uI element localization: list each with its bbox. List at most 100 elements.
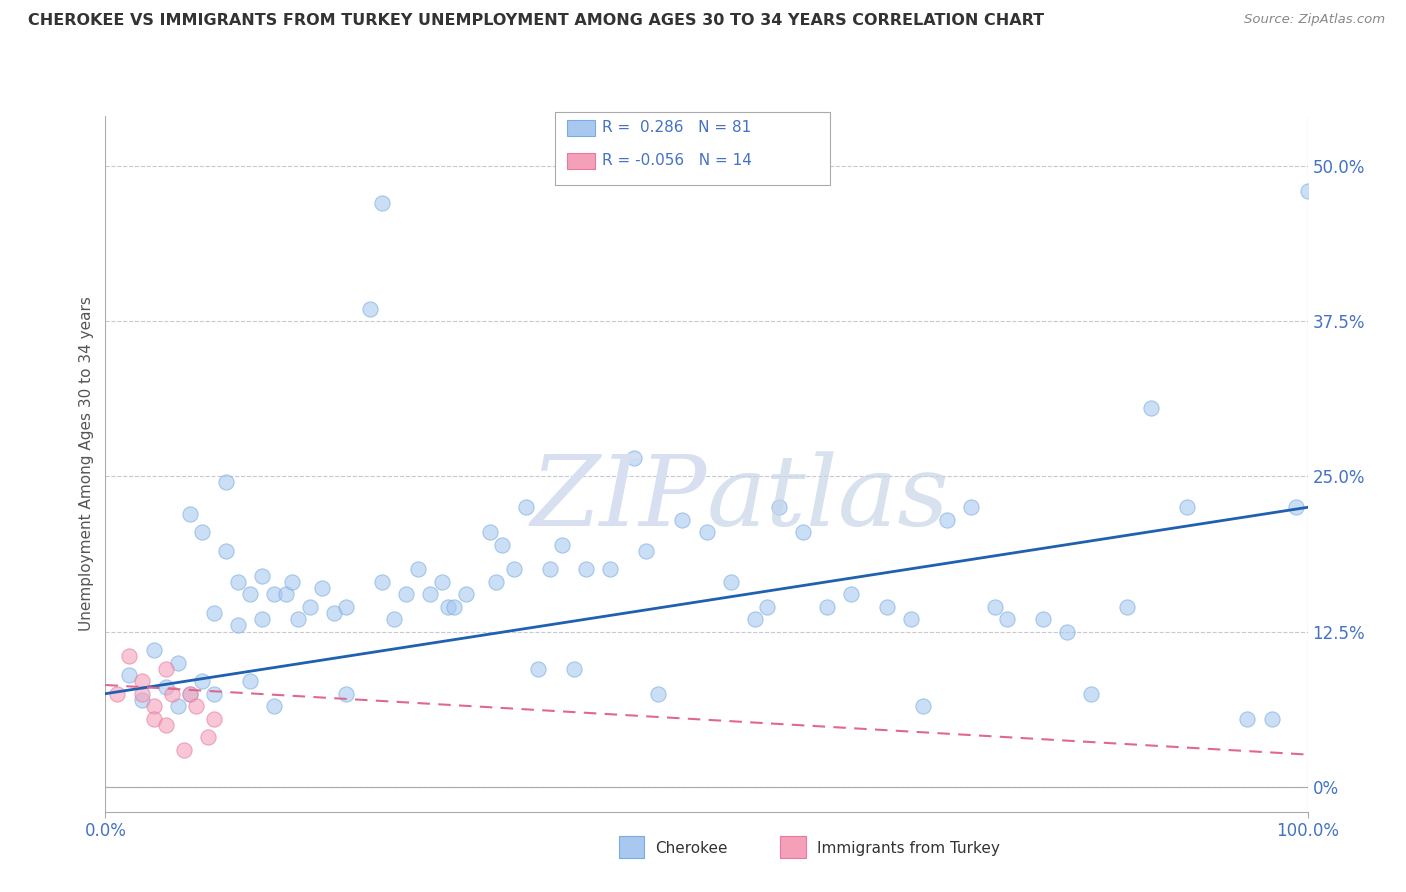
- Point: [214, 475, 236, 490]
- Point: [636, 543, 658, 558]
- Point: [1175, 500, 1198, 515]
- Point: [768, 500, 790, 515]
- Point: [876, 599, 898, 614]
- Point: [202, 606, 225, 620]
- Point: [911, 699, 934, 714]
- Point: [335, 599, 357, 614]
- Point: [936, 513, 959, 527]
- Text: atlas: atlas: [707, 451, 949, 546]
- Point: [155, 662, 177, 676]
- Point: [155, 681, 177, 695]
- Point: [599, 562, 621, 576]
- Point: [274, 587, 297, 601]
- Point: [263, 699, 285, 714]
- Point: [179, 687, 201, 701]
- Point: [202, 687, 225, 701]
- Point: [419, 587, 441, 601]
- Point: [744, 612, 766, 626]
- Point: [173, 742, 195, 756]
- Point: [142, 699, 165, 714]
- Point: [214, 543, 236, 558]
- Point: [562, 662, 585, 676]
- Point: [755, 599, 778, 614]
- Point: [250, 612, 273, 626]
- Point: [371, 574, 394, 589]
- Point: [443, 599, 465, 614]
- Point: [281, 574, 304, 589]
- Point: [250, 568, 273, 582]
- Point: [382, 612, 405, 626]
- Point: [131, 687, 153, 701]
- Point: [335, 687, 357, 701]
- Point: [815, 599, 838, 614]
- Point: [1140, 401, 1163, 415]
- Point: [287, 612, 309, 626]
- Point: [491, 538, 513, 552]
- Point: [839, 587, 862, 601]
- Point: [538, 562, 561, 576]
- Point: [371, 196, 394, 211]
- Point: [395, 587, 418, 601]
- Point: [118, 668, 141, 682]
- Point: [984, 599, 1007, 614]
- Point: [239, 587, 262, 601]
- Point: [1056, 624, 1078, 639]
- Point: [671, 513, 693, 527]
- Point: [623, 450, 645, 465]
- Text: R = -0.056   N = 14: R = -0.056 N = 14: [602, 153, 752, 168]
- Point: [263, 587, 285, 601]
- Point: [960, 500, 983, 515]
- Point: [131, 674, 153, 689]
- Text: Source: ZipAtlas.com: Source: ZipAtlas.com: [1244, 13, 1385, 27]
- Point: [479, 525, 502, 540]
- Point: [406, 562, 429, 576]
- Point: [179, 687, 201, 701]
- Point: [454, 587, 477, 601]
- Point: [142, 712, 165, 726]
- Point: [298, 599, 321, 614]
- Point: [1296, 184, 1319, 198]
- Point: [647, 687, 669, 701]
- Point: [190, 674, 212, 689]
- Point: [359, 301, 381, 316]
- Point: [311, 581, 333, 595]
- Point: [551, 538, 574, 552]
- Point: [239, 674, 262, 689]
- Point: [107, 687, 129, 701]
- Point: [118, 649, 141, 664]
- Point: [166, 656, 188, 670]
- Point: [1260, 712, 1282, 726]
- Point: [575, 562, 598, 576]
- Point: [202, 712, 225, 726]
- Point: [131, 693, 153, 707]
- Point: [166, 699, 188, 714]
- Text: CHEROKEE VS IMMIGRANTS FROM TURKEY UNEMPLOYMENT AMONG AGES 30 TO 34 YEARS CORREL: CHEROKEE VS IMMIGRANTS FROM TURKEY UNEMP…: [28, 13, 1045, 29]
- Text: R =  0.286   N = 81: R = 0.286 N = 81: [602, 120, 751, 135]
- Point: [792, 525, 814, 540]
- Point: [437, 599, 460, 614]
- Point: [1284, 500, 1306, 515]
- Point: [995, 612, 1018, 626]
- Point: [160, 687, 183, 701]
- Point: [503, 562, 526, 576]
- Point: [226, 618, 249, 632]
- Point: [1116, 599, 1139, 614]
- Point: [184, 699, 207, 714]
- Point: [179, 507, 201, 521]
- Point: [1032, 612, 1054, 626]
- Text: Cherokee: Cherokee: [655, 841, 728, 856]
- Point: [155, 717, 177, 731]
- Point: [322, 606, 344, 620]
- Text: ZIP: ZIP: [530, 451, 707, 546]
- Point: [430, 574, 453, 589]
- Point: [720, 574, 742, 589]
- Point: [515, 500, 537, 515]
- Point: [1080, 687, 1102, 701]
- Point: [226, 574, 249, 589]
- Point: [197, 730, 219, 744]
- Point: [900, 612, 922, 626]
- Point: [696, 525, 718, 540]
- Point: [142, 643, 165, 657]
- Text: Immigrants from Turkey: Immigrants from Turkey: [817, 841, 1000, 856]
- Point: [485, 574, 508, 589]
